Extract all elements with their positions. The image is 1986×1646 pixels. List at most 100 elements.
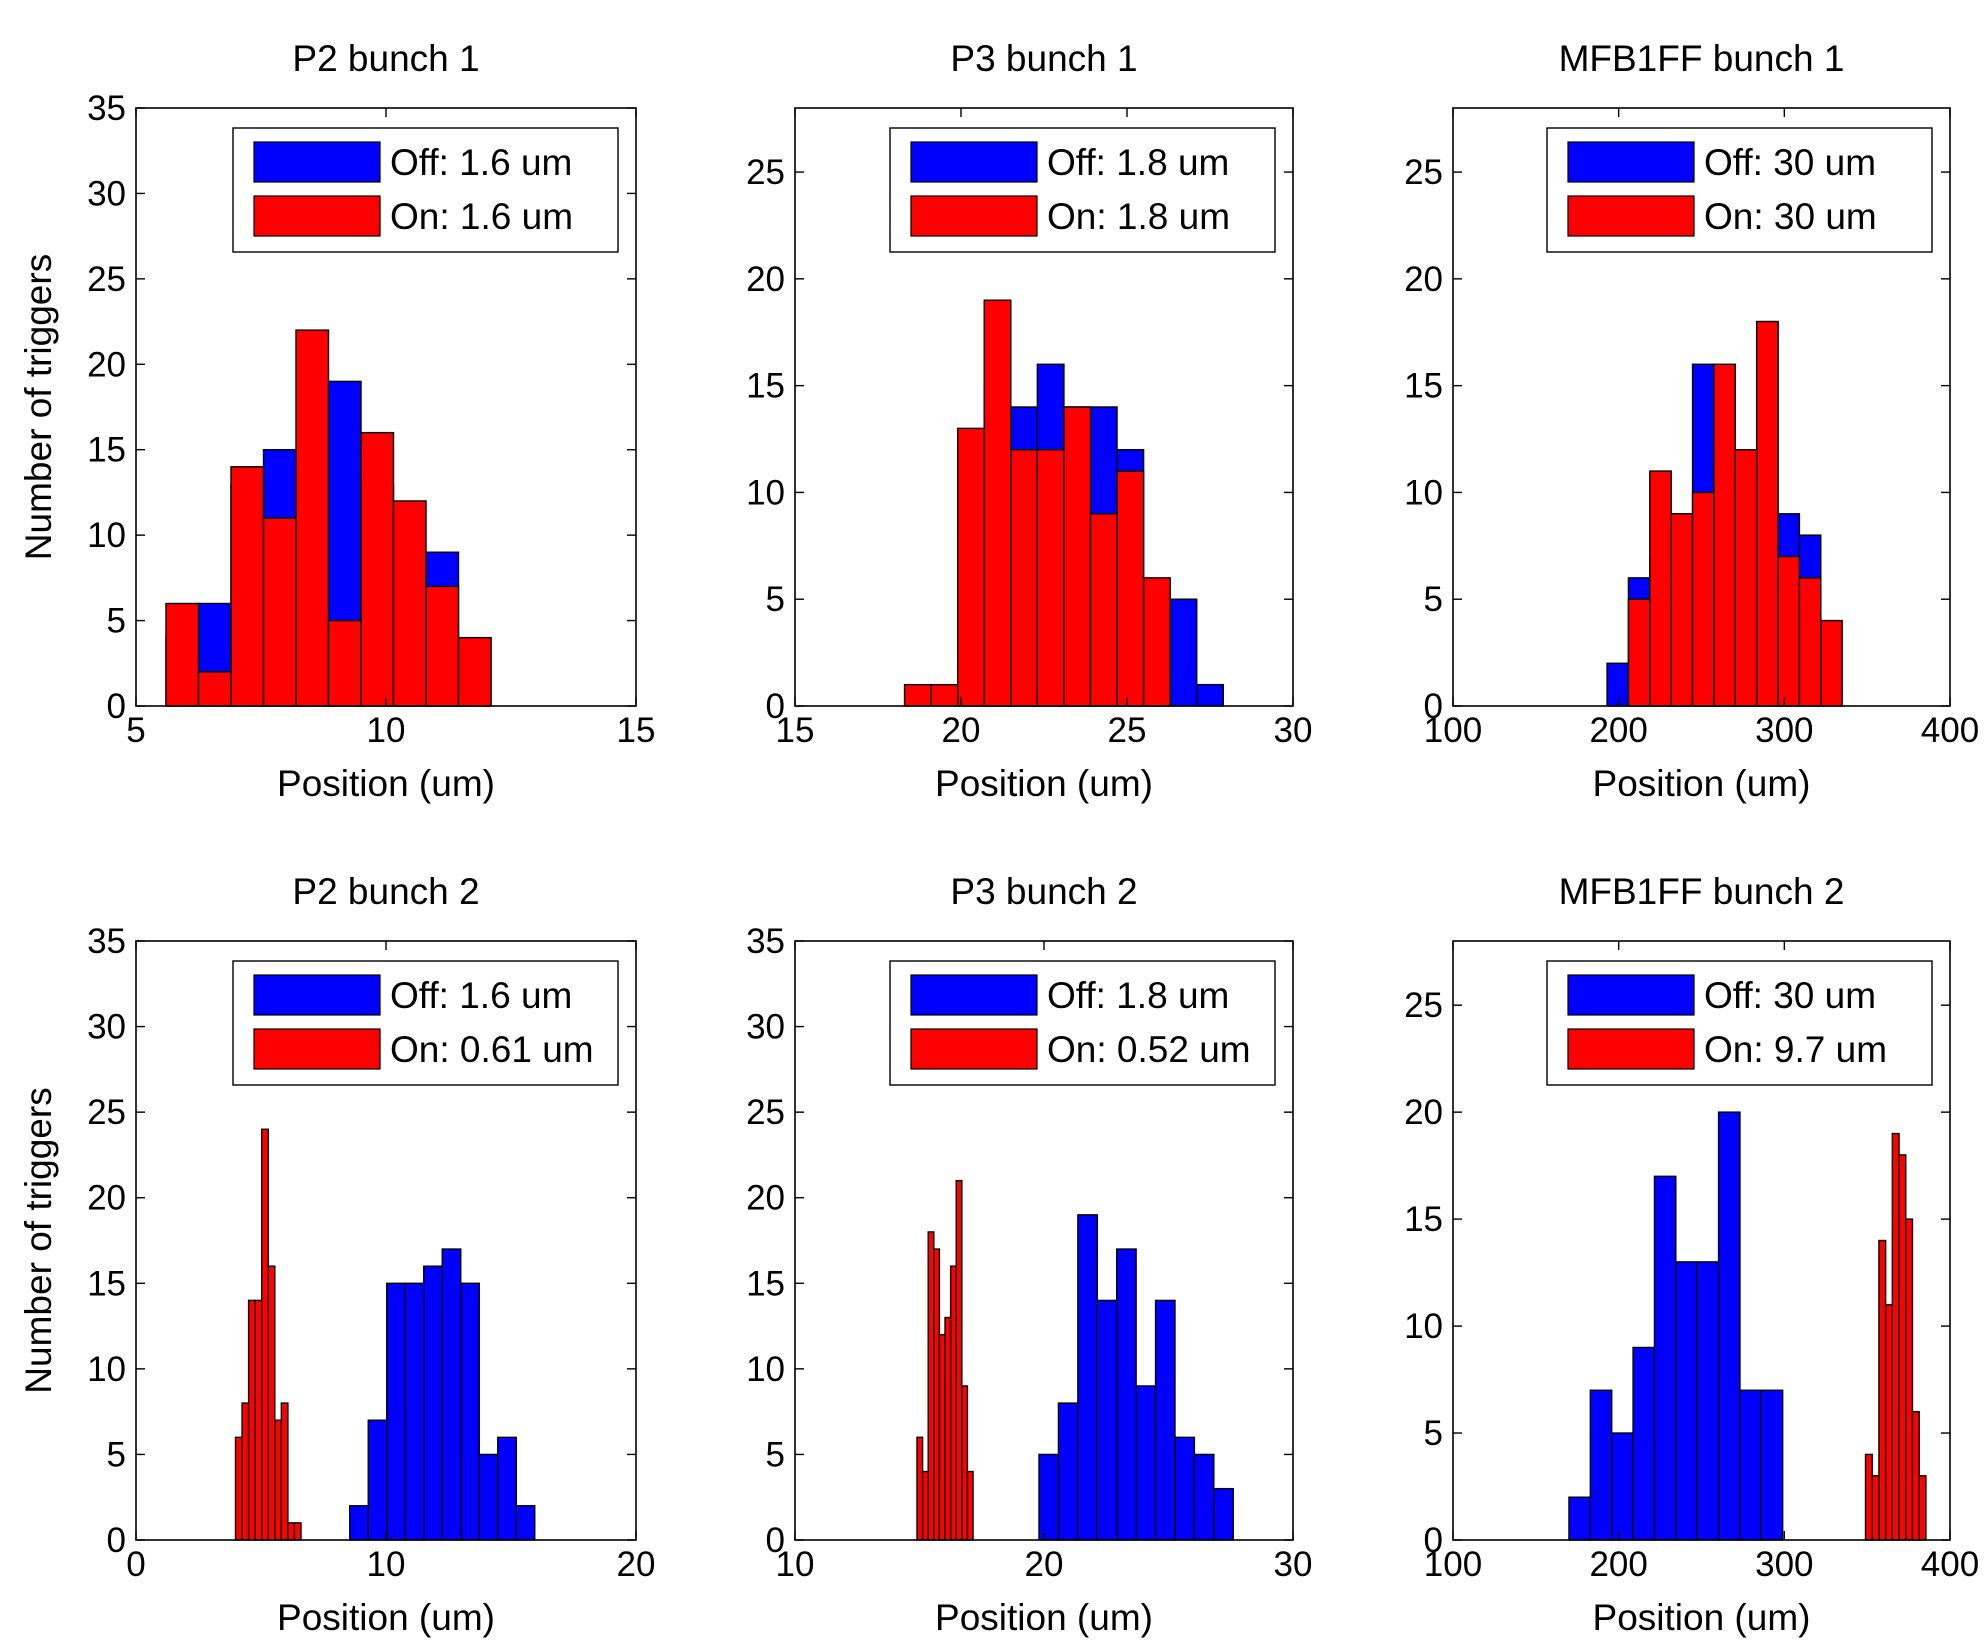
histogram-bar: [955, 1179, 963, 1541]
y-tick-label: 25: [87, 1093, 126, 1132]
legend-swatch: [1567, 1028, 1695, 1070]
histogram-bar: [1057, 1402, 1079, 1541]
x-tick-label: 300: [1755, 1545, 1813, 1584]
histogram-bar: [460, 1282, 480, 1541]
histogram-bar: [293, 1522, 302, 1541]
x-axis-label: Position (um): [1593, 1597, 1811, 1638]
histogram-bar: [1089, 513, 1118, 707]
histogram-bar: [261, 1128, 269, 1541]
histogram-bar: [247, 1299, 256, 1541]
y-tick-label: 5: [766, 580, 785, 619]
histogram-bar: [295, 329, 330, 707]
histogram-bar: [1878, 1239, 1887, 1541]
histogram-bar: [1691, 491, 1715, 707]
y-tick-label: 0: [1424, 1521, 1443, 1560]
y-tick-label: 10: [87, 516, 126, 555]
histogram-bar: [930, 683, 959, 707]
y-tick-label: 0: [107, 1521, 126, 1560]
x-tick-label: 400: [1921, 711, 1979, 750]
y-tick-label: 5: [1424, 580, 1443, 619]
histogram-bar: [1116, 470, 1145, 707]
histogram-bar: [1653, 1175, 1677, 1541]
histogram-bar: [1154, 1299, 1176, 1541]
histogram-bar: [457, 636, 492, 707]
histogram-bar: [921, 1470, 929, 1541]
series-on: [165, 329, 492, 707]
x-tick-label: 100: [1424, 711, 1482, 750]
histogram-bar: [262, 517, 297, 707]
y-tick-label: 25: [746, 153, 785, 192]
histogram-bar: [1905, 1218, 1914, 1541]
x-axis-label: Position (um): [277, 763, 495, 804]
histogram-bar: [1142, 577, 1171, 707]
histogram-bar: [1649, 470, 1672, 707]
series-on: [916, 1179, 974, 1541]
axes-box: [1452, 940, 1951, 1541]
histogram-bar: [1884, 1303, 1894, 1541]
y-tick-label: 35: [87, 89, 126, 128]
histogram-bar: [956, 427, 985, 707]
histogram-bar: [165, 602, 200, 707]
x-tick-label: 400: [1921, 1545, 1979, 1584]
histogram-bar: [1755, 320, 1779, 707]
histogram-bar: [254, 1299, 263, 1541]
histogram-bar: [1871, 1475, 1880, 1541]
legend-swatch: [253, 141, 381, 183]
x-axis-label: Position (um): [935, 1597, 1153, 1638]
x-axis-label: Position (um): [935, 763, 1153, 804]
legend-swatch: [253, 195, 381, 237]
legend-label: Off: 1.8 um: [1047, 975, 1229, 1016]
y-tick-label: 15: [746, 1264, 785, 1303]
histogram-bar: [280, 1402, 289, 1541]
legend-swatch: [910, 1028, 1038, 1070]
y-tick-label: 15: [1404, 367, 1443, 406]
histogram-bar: [1196, 683, 1224, 707]
y-tick-label: 20: [746, 1179, 785, 1218]
y-tick-label: 25: [1404, 153, 1443, 192]
legend-swatch: [253, 974, 381, 1016]
histogram-bar: [916, 1436, 924, 1541]
histogram-bar: [267, 1265, 276, 1541]
legend-swatch: [910, 141, 1038, 183]
histogram-bar: [1010, 449, 1039, 707]
histogram-bar: [1820, 619, 1843, 707]
x-tick-label: 15: [617, 711, 656, 750]
legend-label: On: 0.52 um: [1047, 1029, 1251, 1070]
histogram-bar: [230, 466, 265, 707]
x-tick-label: 10: [367, 711, 406, 750]
legend-label: On: 1.6 um: [390, 196, 573, 237]
y-tick-label: 10: [87, 1350, 126, 1389]
histogram-bar: [392, 500, 427, 707]
y-tick-label: 0: [766, 1521, 785, 1560]
histogram-bar: [1611, 1432, 1634, 1541]
histogram-bar: [1174, 1436, 1196, 1541]
histogram-bar: [938, 1333, 946, 1541]
histogram-bar: [1589, 1389, 1613, 1541]
x-tick-label: 30: [1274, 711, 1313, 750]
histogram-bar: [933, 1248, 941, 1541]
histogram-bar: [1760, 1389, 1784, 1541]
legend-swatch: [910, 974, 1038, 1016]
histogram-bar: [927, 1231, 935, 1541]
legend-swatch: [910, 195, 1038, 237]
histogram-bar: [1063, 406, 1092, 707]
legend-label: Off: 1.8 um: [1047, 142, 1229, 183]
y-tick-label: 20: [746, 260, 785, 299]
x-tick-label: 30: [1274, 1545, 1313, 1584]
x-tick-label: 200: [1589, 1545, 1647, 1584]
chart-title: P2 bunch 1: [292, 38, 479, 79]
chart-title: P2 bunch 2: [292, 871, 479, 912]
histogram-bar: [1038, 1453, 1060, 1541]
series-off: [349, 1248, 536, 1541]
y-tick-label: 0: [766, 687, 785, 726]
histogram-bar: [515, 1505, 536, 1541]
histogram-bar: [966, 1470, 974, 1541]
legend-label: Off: 1.6 um: [390, 142, 572, 183]
legend-label: Off: 30 um: [1704, 142, 1876, 183]
legend: Off: 1.8 um On: 1.8 um: [889, 127, 1276, 253]
x-tick-label: 15: [776, 711, 815, 750]
histogram-bar: [349, 1505, 369, 1541]
histogram-bar: [241, 1402, 250, 1541]
histogram-bar: [903, 683, 932, 707]
